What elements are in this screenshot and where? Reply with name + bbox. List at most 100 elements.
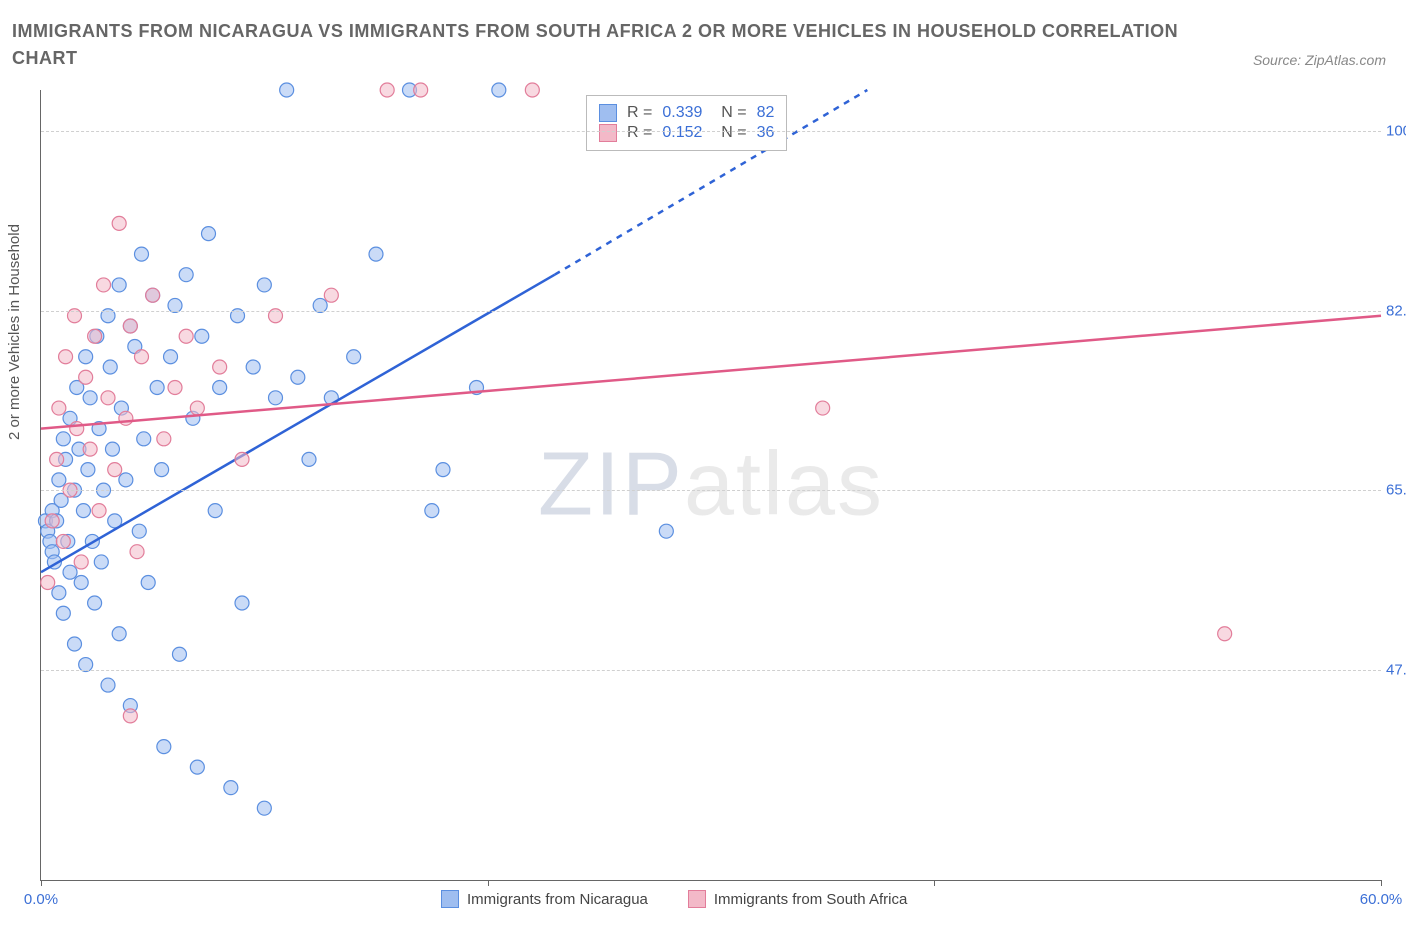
- y-tick-label: 65.0%: [1386, 482, 1406, 499]
- stats-r-val: 0.152: [662, 124, 702, 142]
- scatter-point-south_africa: [70, 422, 84, 436]
- chart-title: IMMIGRANTS FROM NICARAGUA VS IMMIGRANTS …: [12, 18, 1206, 72]
- scatter-point-south_africa: [83, 442, 97, 456]
- scatter-point-nicaragua: [269, 391, 283, 405]
- scatter-point-south_africa: [59, 350, 73, 364]
- scatter-point-south_africa: [380, 83, 394, 97]
- x-tick-label: 0.0%: [24, 891, 58, 908]
- scatter-point-south_africa: [97, 278, 111, 292]
- scatter-point-nicaragua: [83, 391, 97, 405]
- scatter-point-south_africa: [108, 463, 122, 477]
- legend-label: Immigrants from Nicaragua: [467, 891, 648, 908]
- scatter-point-south_africa: [50, 452, 64, 466]
- scatter-point-nicaragua: [246, 360, 260, 374]
- stats-row: R = 0.339 N = 82: [599, 104, 774, 122]
- scatter-point-south_africa: [41, 575, 55, 589]
- legend-swatch: [688, 890, 706, 908]
- gridline-h: [41, 131, 1381, 132]
- scatter-point-south_africa: [92, 504, 106, 518]
- scatter-point-south_africa: [168, 381, 182, 395]
- scatter-point-nicaragua: [52, 473, 66, 487]
- scatter-point-nicaragua: [172, 647, 186, 661]
- stats-row: R = 0.152 N = 36: [599, 124, 774, 142]
- scatter-point-nicaragua: [132, 524, 146, 538]
- scatter-point-south_africa: [135, 350, 149, 364]
- source-label: Source: ZipAtlas.com: [1253, 52, 1386, 68]
- stats-n-val: 36: [757, 124, 775, 142]
- gridline-h: [41, 670, 1381, 671]
- x-tick-mark: [934, 880, 935, 886]
- scatter-point-nicaragua: [235, 596, 249, 610]
- scatter-point-nicaragua: [208, 504, 222, 518]
- scatter-point-nicaragua: [291, 370, 305, 384]
- scatter-point-nicaragua: [190, 760, 204, 774]
- scatter-point-nicaragua: [164, 350, 178, 364]
- scatter-point-south_africa: [45, 514, 59, 528]
- scatter-point-nicaragua: [157, 740, 171, 754]
- scatter-point-south_africa: [190, 401, 204, 415]
- y-axis-label: 2 or more Vehicles in Household: [6, 224, 23, 440]
- x-tick-mark: [41, 880, 42, 886]
- gridline-h: [41, 490, 1381, 491]
- legend-item: Immigrants from Nicaragua: [441, 890, 648, 908]
- scatter-point-nicaragua: [659, 524, 673, 538]
- x-tick-mark: [488, 880, 489, 886]
- scatter-point-nicaragua: [56, 432, 70, 446]
- scatter-point-south_africa: [179, 329, 193, 343]
- scatter-point-south_africa: [324, 288, 338, 302]
- scatter-point-nicaragua: [63, 565, 77, 579]
- stats-n-key: N =: [712, 124, 746, 142]
- scatter-point-south_africa: [146, 288, 160, 302]
- scatter-point-south_africa: [157, 432, 171, 446]
- scatter-point-nicaragua: [257, 801, 271, 815]
- scatter-point-nicaragua: [52, 586, 66, 600]
- scatter-point-nicaragua: [492, 83, 506, 97]
- regression-line-south_africa: [41, 316, 1381, 429]
- scatter-point-nicaragua: [135, 247, 149, 261]
- scatter-point-south_africa: [414, 83, 428, 97]
- stats-r-key: R =: [627, 104, 652, 122]
- scatter-point-nicaragua: [155, 463, 169, 477]
- scatter-point-nicaragua: [105, 442, 119, 456]
- scatter-point-nicaragua: [56, 606, 70, 620]
- scatter-point-nicaragua: [74, 575, 88, 589]
- x-tick-label: 60.0%: [1360, 891, 1403, 908]
- scatter-point-south_africa: [1218, 627, 1232, 641]
- scatter-point-nicaragua: [101, 678, 115, 692]
- stats-r-val: 0.339: [662, 104, 702, 122]
- chart-svg-layer: [41, 90, 1381, 880]
- scatter-point-nicaragua: [369, 247, 383, 261]
- scatter-point-nicaragua: [280, 83, 294, 97]
- scatter-point-nicaragua: [347, 350, 361, 364]
- scatter-point-south_africa: [816, 401, 830, 415]
- stats-box: R = 0.339 N = 82R = 0.152 N = 36: [586, 95, 787, 151]
- scatter-point-south_africa: [119, 411, 133, 425]
- legend-swatch: [599, 104, 617, 122]
- scatter-point-nicaragua: [76, 504, 90, 518]
- scatter-point-nicaragua: [224, 781, 238, 795]
- scatter-point-nicaragua: [141, 575, 155, 589]
- scatter-point-nicaragua: [436, 463, 450, 477]
- legend-swatch: [441, 890, 459, 908]
- stats-n-key: N =: [712, 104, 746, 122]
- scatter-point-south_africa: [130, 545, 144, 559]
- scatter-point-nicaragua: [81, 463, 95, 477]
- stats-n-val: 82: [757, 104, 775, 122]
- scatter-point-south_africa: [52, 401, 66, 415]
- scatter-point-nicaragua: [94, 555, 108, 569]
- scatter-point-nicaragua: [68, 637, 82, 651]
- scatter-point-south_africa: [525, 83, 539, 97]
- scatter-point-south_africa: [79, 370, 93, 384]
- legend-item: Immigrants from South Africa: [688, 890, 907, 908]
- scatter-point-south_africa: [123, 709, 137, 723]
- scatter-point-south_africa: [74, 555, 88, 569]
- scatter-point-nicaragua: [179, 268, 193, 282]
- y-tick-label: 47.5%: [1386, 661, 1406, 678]
- y-tick-label: 100.0%: [1386, 123, 1406, 140]
- stats-r-key: R =: [627, 124, 652, 142]
- gridline-h: [41, 311, 1381, 312]
- scatter-point-south_africa: [123, 319, 137, 333]
- scatter-point-south_africa: [235, 452, 249, 466]
- scatter-point-nicaragua: [202, 227, 216, 241]
- scatter-point-nicaragua: [137, 432, 151, 446]
